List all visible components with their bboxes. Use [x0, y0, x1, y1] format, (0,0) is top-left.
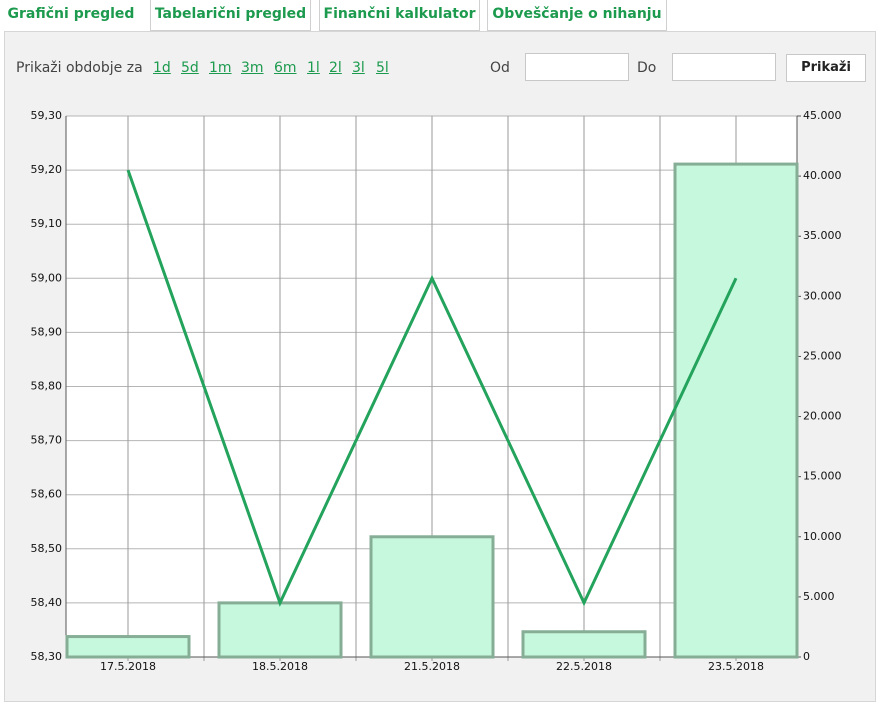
tab[interactable]: Obveščanje o nihanju: [487, 0, 667, 31]
to-input[interactable]: [672, 53, 776, 81]
y2-tick-label: 45.000: [803, 109, 842, 122]
bar: [521, 630, 647, 659]
y2-tick-label: 20.000: [803, 410, 842, 423]
x-tick-label: 21.5.2018: [404, 660, 460, 673]
y2-tick-label: 15.000: [803, 470, 842, 483]
period-link[interactable]: 5d: [181, 60, 199, 76]
period-link[interactable]: 5l: [376, 60, 389, 76]
tab[interactable]: Grafični pregled: [0, 0, 142, 31]
y-tick-label: 58,80: [31, 380, 63, 393]
period-link[interactable]: 3l: [352, 60, 365, 76]
y-tick-label: 59,10: [31, 217, 63, 230]
period-link[interactable]: 1m: [209, 60, 232, 76]
show-button[interactable]: Prikaži: [786, 54, 866, 82]
y-tick-label: 58,90: [31, 325, 63, 338]
y2-tick-label: 0: [803, 650, 810, 663]
y-tick-label: 59,20: [31, 163, 63, 176]
y2-tick-label: 25.000: [803, 349, 842, 362]
period-link[interactable]: 3m: [241, 60, 264, 76]
x-tick-label: 17.5.2018: [100, 660, 156, 673]
period-link[interactable]: 1d: [153, 60, 171, 76]
bar: [65, 635, 191, 659]
x-tick-label: 18.5.2018: [252, 660, 308, 673]
x-tick-label: 23.5.2018: [708, 660, 764, 673]
y-tick-label: 58,40: [31, 596, 63, 609]
from-input[interactable]: [525, 53, 629, 81]
y-tick-label: 58,60: [31, 488, 63, 501]
bar: [673, 162, 799, 659]
y2-tick-label: 40.000: [803, 169, 842, 182]
y-tick-label: 58,70: [31, 434, 63, 447]
from-label: Od: [490, 60, 510, 76]
y2-tick-label: 35.000: [803, 229, 842, 242]
tab[interactable]: Tabelarični pregled: [150, 0, 311, 31]
y2-tick-label: 5.000: [803, 590, 835, 603]
y-tick-label: 59,30: [31, 109, 63, 122]
y-tick-label: 59,00: [31, 271, 63, 284]
period-link[interactable]: 2l: [329, 60, 342, 76]
bar: [217, 601, 343, 659]
x-tick-label: 22.5.2018: [556, 660, 612, 673]
y-tick-label: 58,50: [31, 542, 63, 555]
period-link[interactable]: 1l: [307, 60, 320, 76]
y-tick-label: 58,30: [31, 650, 63, 663]
bar: [369, 535, 495, 659]
tab[interactable]: Finančni kalkulator: [319, 0, 480, 31]
period-link[interactable]: 6m: [274, 60, 297, 76]
y2-tick-label: 30.000: [803, 289, 842, 302]
period-label: Prikaži obdobje za: [16, 60, 143, 76]
y2-tick-label: 10.000: [803, 530, 842, 543]
to-label: Do: [637, 60, 657, 76]
line: [126, 169, 738, 607]
